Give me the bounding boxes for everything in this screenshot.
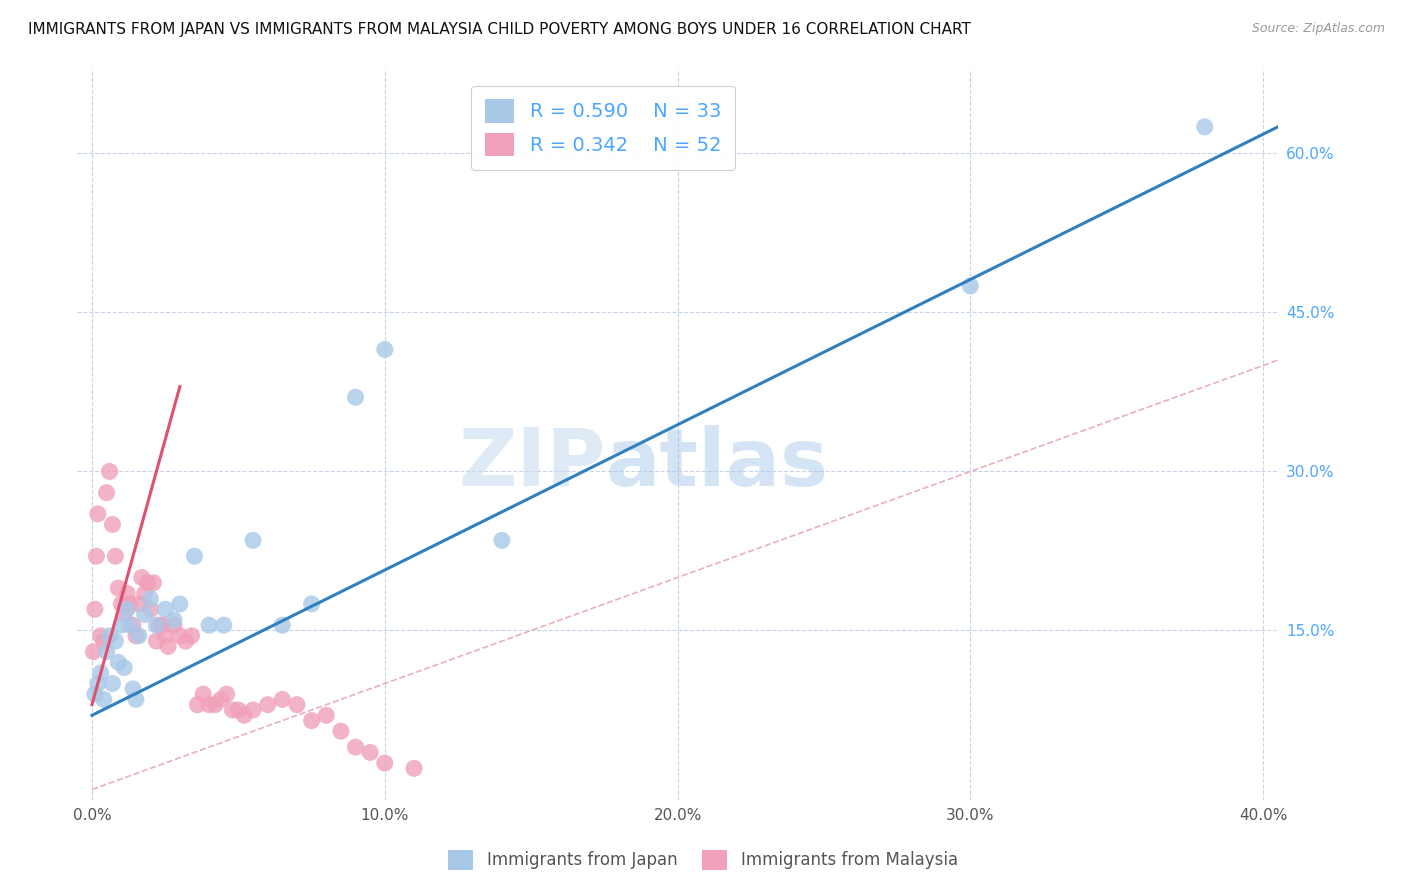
Point: [110, 618, 132, 632]
Point: [101, 517, 124, 532]
Point: [134, 586, 156, 600]
Legend: R = 0.590    N = 33, R = 0.342    N = 52: R = 0.590 N = 33, R = 0.342 N = 52: [471, 86, 735, 170]
Point: [101, 676, 124, 690]
Point: [301, 714, 323, 728]
Point: [145, 634, 167, 648]
Point: [204, 698, 226, 712]
Point: [110, 597, 132, 611]
Point: [122, 618, 145, 632]
Point: [228, 703, 250, 717]
Point: [959, 279, 981, 293]
Point: [163, 613, 186, 627]
Text: atlas: atlas: [606, 425, 828, 502]
Text: ZIP: ZIP: [458, 425, 606, 502]
Point: [82, 645, 104, 659]
Point: [163, 618, 186, 632]
Point: [193, 687, 215, 701]
Point: [359, 746, 381, 760]
Point: [1194, 120, 1216, 134]
Point: [98, 465, 121, 479]
Point: [150, 618, 173, 632]
Point: [107, 581, 129, 595]
Point: [125, 629, 148, 643]
Point: [404, 761, 426, 775]
Point: [104, 549, 127, 564]
Point: [90, 665, 112, 680]
Point: [242, 533, 264, 548]
Text: IMMIGRANTS FROM JAPAN VS IMMIGRANTS FROM MALAYSIA CHILD POVERTY AMONG BOYS UNDER: IMMIGRANTS FROM JAPAN VS IMMIGRANTS FROM…: [28, 22, 972, 37]
Point: [112, 660, 135, 674]
Point: [256, 698, 278, 712]
Point: [96, 485, 118, 500]
Point: [134, 607, 156, 622]
Point: [344, 740, 367, 755]
Point: [115, 586, 138, 600]
Point: [87, 507, 110, 521]
Legend: Immigrants from Japan, Immigrants from Malaysia: Immigrants from Japan, Immigrants from M…: [441, 843, 965, 877]
Point: [242, 703, 264, 717]
Point: [183, 549, 205, 564]
Point: [221, 703, 243, 717]
Point: [169, 629, 191, 643]
Point: [87, 676, 110, 690]
Point: [83, 602, 105, 616]
Point: [174, 634, 197, 648]
Point: [180, 629, 202, 643]
Point: [148, 618, 170, 632]
Point: [329, 724, 352, 739]
Point: [93, 692, 115, 706]
Point: [96, 645, 118, 659]
Point: [118, 618, 141, 632]
Point: [186, 698, 208, 712]
Point: [104, 634, 127, 648]
Point: [118, 597, 141, 611]
Point: [198, 698, 221, 712]
Point: [107, 655, 129, 669]
Point: [83, 687, 105, 701]
Point: [98, 629, 121, 643]
Point: [315, 708, 337, 723]
Point: [115, 602, 138, 616]
Point: [491, 533, 513, 548]
Point: [169, 597, 191, 611]
Point: [139, 602, 162, 616]
Point: [215, 687, 238, 701]
Point: [271, 618, 294, 632]
Point: [136, 575, 159, 590]
Point: [145, 618, 167, 632]
Point: [90, 629, 112, 643]
Point: [93, 634, 115, 648]
Point: [285, 698, 308, 712]
Point: [212, 618, 235, 632]
Point: [374, 756, 396, 770]
Point: [301, 597, 323, 611]
Point: [128, 597, 150, 611]
Point: [131, 570, 153, 584]
Point: [122, 681, 145, 696]
Point: [153, 602, 176, 616]
Point: [128, 629, 150, 643]
Text: Source: ZipAtlas.com: Source: ZipAtlas.com: [1251, 22, 1385, 36]
Point: [142, 575, 165, 590]
Point: [112, 607, 135, 622]
Point: [344, 390, 367, 404]
Point: [157, 640, 180, 654]
Point: [271, 692, 294, 706]
Point: [233, 708, 256, 723]
Point: [125, 692, 148, 706]
Point: [153, 629, 176, 643]
Point: [209, 692, 232, 706]
Point: [139, 591, 162, 606]
Point: [374, 343, 396, 357]
Point: [86, 549, 108, 564]
Point: [198, 618, 221, 632]
